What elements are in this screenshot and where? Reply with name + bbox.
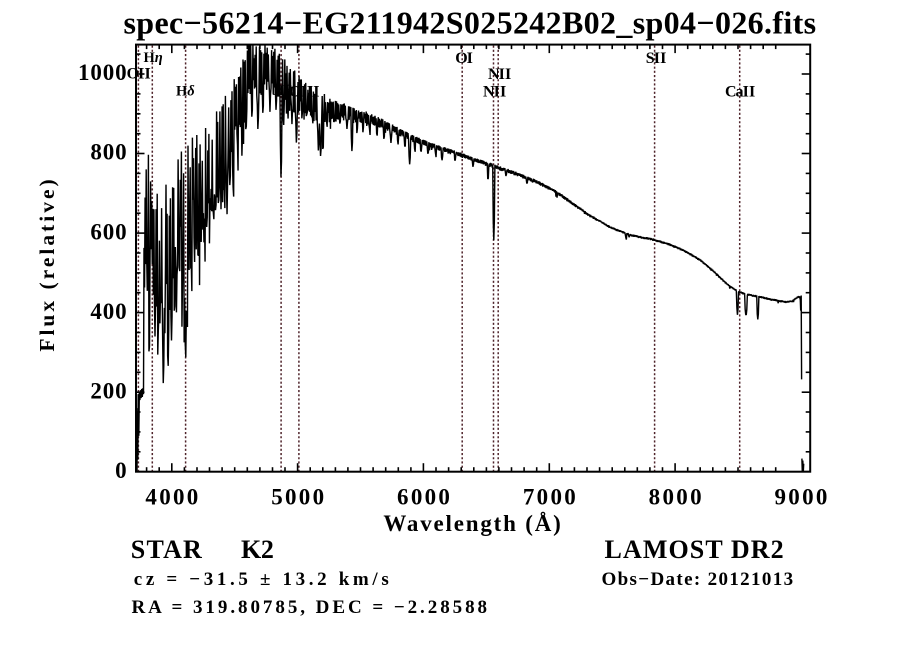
svg-text:CaII: CaII xyxy=(725,84,755,101)
svg-text:6000: 6000 xyxy=(397,484,452,509)
svg-text:8000: 8000 xyxy=(649,484,704,509)
svg-text:Wavelength (Å): Wavelength (Å) xyxy=(383,511,562,536)
svg-text:RA = 319.80785, DEC = −2.2858: RA = 319.80785, DEC = −2.28588 xyxy=(132,597,491,618)
svg-text:K2: K2 xyxy=(241,535,273,564)
svg-text:0: 0 xyxy=(115,458,127,483)
svg-text:9000: 9000 xyxy=(774,484,829,509)
svg-text:LAMOST DR2: LAMOST DR2 xyxy=(605,535,785,564)
svg-text:spec−56214−EG211942S025242B02_: spec−56214−EG211942S025242B02_sp04−026.f… xyxy=(124,5,817,41)
svg-text:400: 400 xyxy=(90,299,127,324)
svg-text:7000: 7000 xyxy=(523,484,578,509)
svg-text:600: 600 xyxy=(90,219,127,244)
svg-text:Hη: Hη xyxy=(144,50,163,66)
svg-text:cz = −31.5 ± 13.2 km/s: cz = −31.5 ± 13.2 km/s xyxy=(134,569,393,590)
svg-text:NII: NII xyxy=(483,84,506,101)
svg-text:OI: OI xyxy=(455,50,472,67)
svg-text:OII: OII xyxy=(127,65,151,82)
svg-text:NII: NII xyxy=(488,66,511,83)
svg-text:SII: SII xyxy=(646,50,667,67)
svg-text:5000: 5000 xyxy=(271,484,326,509)
svg-text:Obs−Date: 20121013: Obs−Date: 20121013 xyxy=(602,569,795,590)
svg-text:STAR: STAR xyxy=(131,535,203,564)
svg-text:Hβ: Hβ xyxy=(273,83,292,99)
svg-text:4000: 4000 xyxy=(145,484,200,509)
svg-text:800: 800 xyxy=(90,140,127,165)
svg-text:200: 200 xyxy=(90,378,127,403)
svg-text:OIII: OIII xyxy=(289,84,320,101)
svg-text:1000: 1000 xyxy=(78,60,127,85)
svg-text:Flux (relative): Flux (relative) xyxy=(35,176,59,351)
svg-text:Hδ: Hδ xyxy=(176,83,195,99)
